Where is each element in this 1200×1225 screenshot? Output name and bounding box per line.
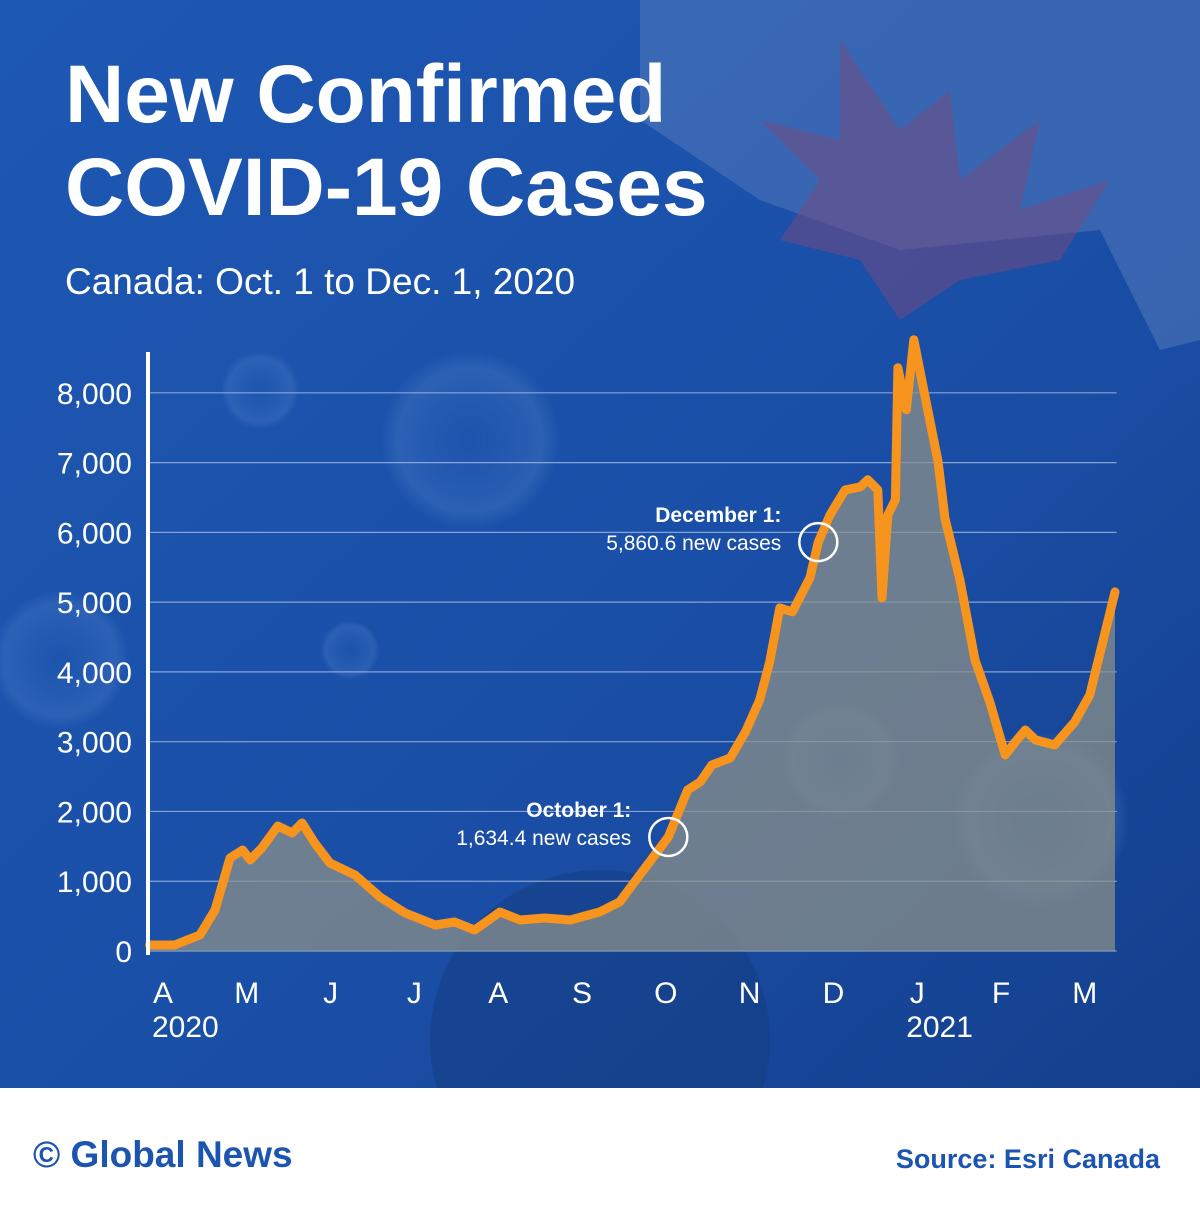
annotation-marker [798, 521, 839, 563]
y-tick-label: 5,000 [57, 587, 132, 620]
x-tick-label: M [234, 977, 259, 1010]
y-tick-label: 7,000 [57, 448, 132, 481]
y-tick-label: 0 [115, 936, 132, 969]
year-label: 2021 [906, 1011, 973, 1044]
y-tick-label: 3,000 [57, 727, 132, 760]
brand: © Global News [33, 1134, 293, 1175]
y-tick-label: 4,000 [57, 657, 132, 690]
x-tick-label: N [739, 977, 761, 1010]
x-tick-label: S [572, 977, 592, 1010]
x-tick-label: J [323, 977, 338, 1010]
x-tick-label: D [823, 977, 845, 1010]
line [145, 335, 1120, 950]
chart-title: New Confirmed [65, 49, 666, 140]
annotation-text: 5,860.6 new cases [606, 532, 781, 555]
chart-subtitle: Canada: Oct. 1 to Dec. 1, 2020 [65, 261, 575, 302]
year-label: 2020 [152, 1011, 219, 1044]
y-tick-label: 1,000 [57, 866, 132, 899]
y-tick-label: 2,000 [57, 796, 132, 829]
x-tick-label: A [488, 977, 508, 1010]
x-tick-label: O [654, 977, 677, 1010]
plot: 0 1,000 2,000 3,000 4,000 5,000 6,000 7,000 8,00… [57, 335, 1120, 1044]
x-tick-label: F [992, 977, 1010, 1010]
annotation-marker [648, 816, 689, 858]
x-tick-label: J [407, 977, 422, 1010]
footer-background [0, 1088, 1200, 1225]
x-tick-label: A [153, 977, 173, 1010]
annotation-text: 1,634.4 new cases [456, 827, 631, 850]
x-tick-label: M [1072, 977, 1097, 1010]
chart-title: COVID-19 Cases [65, 142, 708, 233]
y-tick-label: 6,000 [57, 517, 132, 550]
source: Source: Esri Canada [896, 1144, 1161, 1174]
y-tick-label: 8,000 [57, 378, 132, 411]
annotation-heading: December 1: [655, 504, 781, 527]
annotation-heading: October 1: [526, 799, 631, 822]
x-tick-label: J [910, 977, 925, 1010]
